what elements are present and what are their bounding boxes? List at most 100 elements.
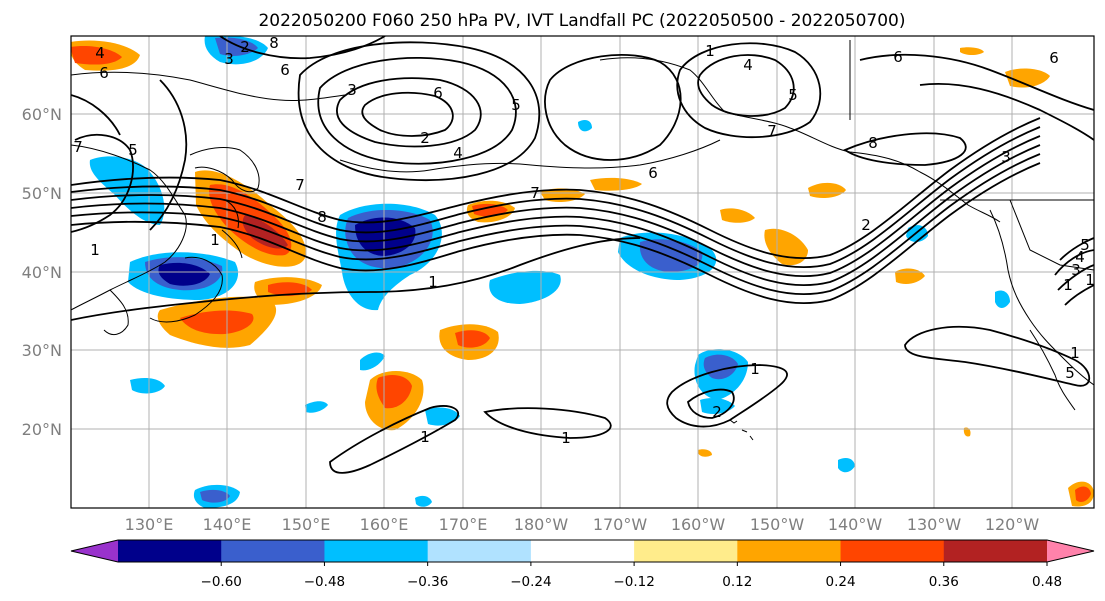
pv-negative-patch: [130, 378, 165, 394]
pv-negative-patch: [360, 352, 385, 371]
contour-label: 1: [705, 42, 715, 60]
colorbar: −0.60 −0.48 −0.36 −0.24 −0.12 0.12 0.24 0.36 0.4…: [70, 539, 1095, 590]
contour-line: [1054, 237, 1094, 306]
contour-label: 1: [561, 429, 571, 447]
contour-label: 2: [240, 38, 250, 56]
contour-label: 1: [750, 360, 760, 378]
pv-positive-patch: [472, 203, 508, 217]
contour-label: 6: [893, 48, 903, 66]
lon-label: 150°E: [282, 515, 331, 534]
contour-label: 7: [295, 176, 305, 194]
lat-label: 30°N: [22, 341, 62, 360]
contour-line: [843, 132, 967, 166]
pv-positive-patch: [808, 182, 846, 198]
contour-label: 3: [1001, 148, 1011, 166]
contour-line: [666, 364, 788, 428]
colorbar-tick-label: −0.36: [407, 574, 448, 590]
pv-negative-patch: [578, 120, 592, 132]
baja-coastline: [1029, 329, 1076, 411]
lon-label: 130°E: [125, 515, 174, 534]
pv-negative-patch: [838, 458, 855, 473]
contour-line: [71, 126, 1041, 269]
lon-label: 180°W: [514, 515, 569, 534]
colorbar-bin: [840, 540, 945, 562]
contour-label: 3: [1071, 261, 1081, 279]
contour-line: [483, 407, 612, 439]
contour-label: 5: [511, 96, 521, 114]
contour-line: [361, 91, 454, 137]
contour-label: 4: [1075, 248, 1085, 266]
contour-line: [859, 53, 1094, 111]
contour-label: 3: [224, 50, 234, 68]
contour-line: [329, 405, 460, 474]
lon-label: 140°E: [203, 515, 252, 534]
north-america-coastline: [989, 209, 1094, 386]
contour-label: 6: [648, 164, 658, 182]
contour-label: 1: [1085, 271, 1095, 289]
contour-label: 5: [128, 141, 138, 159]
colorbar-ticks: −0.60 −0.48 −0.36 −0.24 −0.12 0.12 0.24 0.36 0.4…: [201, 562, 1062, 590]
contour-line: [676, 42, 822, 139]
contour-label: 1: [1070, 344, 1080, 362]
lat-label: 20°N: [22, 420, 62, 439]
contour-line: [219, 36, 386, 60]
gridlines: [71, 36, 1094, 508]
siberia-coastline: [71, 71, 346, 102]
map-panel: 4 6 2 8 3 6 5 3 2 4 6 7 1 5 1 7 8 7 6 5: [70, 35, 1095, 509]
pv-negative-patch: [305, 401, 328, 413]
pv-positive-patch: [180, 310, 254, 335]
pv-negative-patch: [89, 156, 165, 225]
colorbar-bin: [634, 540, 738, 562]
contour-label: 5: [788, 86, 798, 104]
colorbar-tick-label: −0.60: [201, 574, 242, 590]
contour-line: [71, 153, 1041, 296]
map-frame: [70, 35, 1095, 509]
pv-negative-patch: [158, 262, 210, 286]
pv-negative-patch: [415, 495, 432, 507]
contour-line: [687, 388, 735, 419]
contour-labels: 4 6 2 8 3 6 5 3 2 4 6 7 1 5 1 7 8 7 6 5: [73, 36, 1095, 447]
contour-label: 5: [1080, 236, 1090, 254]
colorbar-tick-label: 0.24: [826, 574, 856, 590]
pv-positive-patch: [455, 330, 490, 348]
contour-line: [336, 77, 482, 148]
contour-line: [71, 237, 641, 321]
lon-label: 170°E: [439, 515, 488, 534]
pv-positive-patch: [590, 177, 642, 191]
pv-positive-patch: [720, 208, 755, 223]
contour-line: [71, 133, 134, 233]
pv-positive-patch: [963, 427, 971, 437]
land-border: [849, 40, 1094, 271]
colorbar-bin: [737, 540, 842, 562]
colorbar-bin: [530, 540, 635, 562]
hawaii-islands: [729, 419, 754, 441]
longitude-labels: 130°E 140°E 150°E 160°E 170°E 180°W 170°…: [125, 515, 1040, 534]
contour-label: 2: [712, 403, 722, 421]
pv-negative-patch: [489, 270, 561, 304]
lon-label: 120°W: [985, 515, 1040, 534]
colorbar-tick-label: −0.48: [304, 574, 345, 590]
contour-label: 7: [767, 122, 777, 140]
contour-label: 1: [1063, 276, 1073, 294]
colorbar-tick-label: −0.12: [613, 574, 654, 590]
pv-positive-patch: [376, 374, 412, 409]
colorbar-bins: [118, 540, 1048, 562]
lon-label: 160°E: [360, 515, 409, 534]
pv-negative-patch: [703, 354, 738, 380]
colorbar-bin: [118, 540, 222, 562]
contour-line: [297, 41, 541, 181]
contour-line: [71, 144, 1041, 287]
contour-label: 8: [868, 134, 878, 152]
contour-line: [71, 94, 121, 136]
contour-line: [71, 117, 1041, 260]
contour-line: [544, 53, 682, 161]
lon-label: 160°W: [671, 515, 726, 534]
latitude-labels: 60°N 50°N 40°N 30°N 20°N: [22, 105, 62, 439]
contour-line: [697, 54, 795, 117]
colorbar-bin: [221, 540, 325, 562]
pv-negative-patch: [995, 290, 1010, 308]
pv-positive-patch: [1075, 486, 1091, 502]
colorbar-tick-label: 0.48: [1032, 574, 1062, 590]
lon-label: 170°W: [593, 515, 648, 534]
pv-negative-patch: [200, 489, 230, 503]
